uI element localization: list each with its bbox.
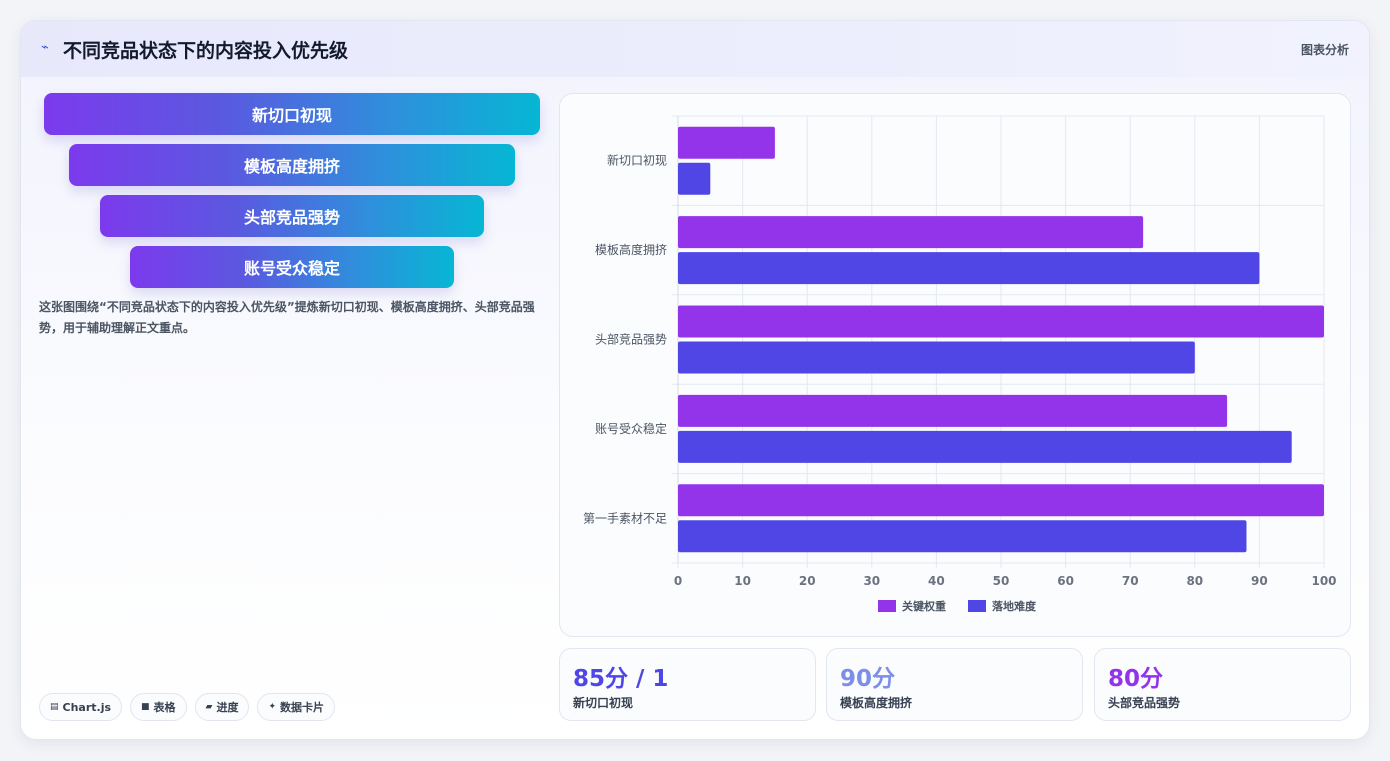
trend-icon: ⌁ — [41, 40, 49, 55]
chip-label: 进度 — [216, 701, 239, 714]
chip-table[interactable]: ■ 表格 — [130, 693, 187, 721]
stat-value: 90分 — [840, 666, 896, 692]
chip-label: 表格 — [153, 701, 176, 714]
page-title: 不同竞品状态下的内容投入优先级 — [63, 40, 349, 62]
x-tick-label: 100 — [1311, 574, 1336, 588]
stat-label: 新切口初现 — [573, 696, 634, 710]
progress-icon: ▰ — [205, 702, 213, 712]
stat-label: 头部竞品强势 — [1108, 696, 1181, 710]
x-tick-label: 50 — [993, 574, 1010, 588]
stat-card: 90分 模板高度拥挤 — [826, 648, 1083, 721]
chart-analysis-tag: 图表分析 — [1300, 43, 1349, 57]
chip-data-card[interactable]: ✦ 数据卡片 — [257, 693, 336, 721]
table-icon: ■ — [141, 702, 150, 712]
bar-chart: 0 10 20 30 40 50 60 70 80 90 100 新切口初现模板高度拥挤头部竞品强势账… — [583, 115, 1337, 613]
x-tick-label: 60 — [1057, 574, 1074, 588]
funnel-item: 账号受众稳定 — [130, 246, 454, 288]
tech-chips: ▤ Chart.js ■ 表格 ▰ 进度 ✦ 数据卡片 — [39, 693, 336, 721]
chip-label: Chart.js — [62, 700, 112, 714]
x-tick-label: 0 — [674, 574, 682, 588]
card-header: ⌁ 不同竞品状态下的内容投入优先级 图表分析 — [21, 21, 1369, 77]
chart-description: 这张图围绕“不同竞品状态下的内容投入优先级”提炼新切口初现、模板高度拥挤、头部竞… — [39, 300, 535, 335]
y-tick-label: 头部竞品强势 — [595, 332, 667, 347]
legend-swatch — [878, 600, 896, 612]
x-tick-label: 40 — [928, 574, 945, 588]
funnel-item: 新切口初现 — [44, 93, 540, 135]
chip-label: 数据卡片 — [280, 701, 325, 714]
funnel-item: 头部竞品强势 — [100, 195, 484, 237]
x-tick-label: 90 — [1251, 574, 1268, 588]
stat-value: 80分 — [1108, 666, 1164, 692]
x-tick-label: 80 — [1186, 574, 1203, 588]
bar — [678, 216, 1144, 249]
card-icon: ✦ — [268, 702, 277, 712]
legend-label: 落地难度 — [992, 599, 1037, 613]
stat-label: 模板高度拥挤 — [840, 696, 913, 710]
bar — [678, 126, 775, 159]
bar — [678, 520, 1247, 553]
bar — [678, 162, 711, 195]
legend-label: 关键权重 — [902, 599, 946, 613]
chip-progress[interactable]: ▰ 进度 — [194, 693, 250, 721]
chart-icon: ▤ — [50, 702, 59, 712]
x-tick-label: 70 — [1122, 574, 1139, 588]
bar — [678, 305, 1324, 338]
stat-card: 80分 头部竞品强势 — [1094, 648, 1351, 721]
stat-value: 85分 / 1 — [573, 666, 669, 692]
x-tick-label: 30 — [863, 574, 880, 588]
bar — [678, 252, 1260, 285]
chart-card: ⌁ 不同竞品状态下的内容投入优先级 图表分析 新切口初现 模板高度拥挤 头部竞品… — [20, 20, 1370, 740]
y-tick-label: 第一手素材不足 — [583, 511, 667, 525]
bar — [678, 484, 1324, 517]
y-tick-label: 模板高度拥挤 — [595, 242, 667, 257]
y-tick-label: 新切口初现 — [607, 153, 667, 168]
stat-card: 85分 / 1 新切口初现 — [559, 648, 816, 721]
funnel-item: 模板高度拥挤 — [69, 144, 515, 186]
legend-swatch — [968, 600, 986, 612]
bar-chart-panel: 0 10 20 30 40 50 60 70 80 90 100 新切口初现模板高度拥挤 头部竞品强势账… — [559, 93, 1351, 637]
chip-chartjs[interactable]: ▤ Chart.js — [39, 693, 123, 721]
bar — [678, 394, 1228, 427]
y-tick-label: 账号受众稳定 — [595, 421, 667, 436]
x-tick-label: 10 — [734, 574, 751, 588]
x-tick-label: 20 — [799, 574, 816, 588]
bar — [678, 341, 1195, 374]
bar — [678, 430, 1292, 463]
